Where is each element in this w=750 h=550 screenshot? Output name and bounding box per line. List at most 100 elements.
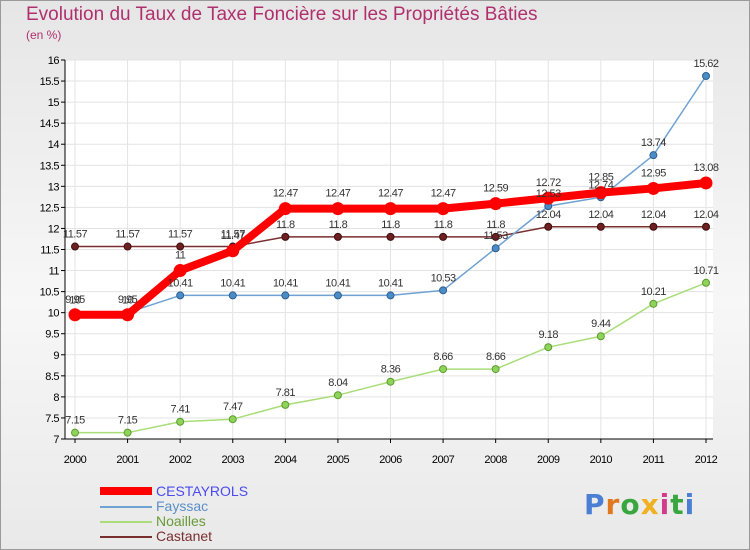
data-label-castanet-2001: 11.57 bbox=[115, 229, 140, 241]
data-label-cestayrols-2003: 11.47 bbox=[221, 230, 246, 242]
data-label-cestayrols-2004: 12.47 bbox=[273, 188, 298, 200]
data-label-fayssac-2006: 10.41 bbox=[378, 277, 403, 289]
x-tick-label-7: 2007 bbox=[432, 454, 455, 466]
data-label-castanet-2003: 11.57 bbox=[221, 229, 246, 241]
data-point-castanet-2010 bbox=[596, 222, 605, 231]
data-point-castanet-2006 bbox=[386, 232, 395, 241]
data-label-castanet-2009: 12.04 bbox=[536, 209, 561, 221]
y-tick-label-4: 9 bbox=[53, 350, 59, 362]
y-tick-label-18: 16 bbox=[48, 55, 60, 67]
data-label-noailles-2002: 7.41 bbox=[170, 404, 190, 416]
x-tick-label-11: 2011 bbox=[643, 454, 665, 466]
data-label-castanet-2008: 11.8 bbox=[486, 219, 505, 231]
data-point-cestayrols-2000 bbox=[68, 308, 82, 322]
legend-swatch-fayssac bbox=[100, 506, 152, 508]
logo-letter-6: i bbox=[684, 488, 696, 521]
data-point-fayssac-2004 bbox=[281, 291, 290, 300]
data-point-castanet-2011 bbox=[649, 222, 658, 231]
logo-letter-5: t bbox=[670, 488, 685, 521]
x-tick-label-2: 2002 bbox=[169, 454, 192, 466]
data-label-castanet-2011: 12.04 bbox=[641, 209, 666, 221]
data-label-noailles-2011: 10.21 bbox=[641, 286, 666, 298]
data-label-castanet-2012: 12.04 bbox=[693, 209, 718, 221]
data-label-cestayrols-2000: 9.95 bbox=[65, 294, 85, 306]
data-label-cestayrols-2009: 12.72 bbox=[536, 177, 561, 189]
data-point-cestayrols-2003 bbox=[226, 244, 240, 258]
y-tick-label-3: 8.5 bbox=[45, 371, 59, 383]
data-label-noailles-2001: 7.15 bbox=[118, 415, 138, 427]
logo-letter-1: r bbox=[605, 488, 621, 521]
y-tick-label-16: 15 bbox=[48, 97, 60, 109]
data-label-cestayrols-2012: 13.08 bbox=[693, 162, 718, 174]
data-label-fayssac-2008: 11.53 bbox=[484, 230, 509, 242]
data-point-noailles-2000 bbox=[71, 428, 79, 437]
data-point-fayssac-2006 bbox=[386, 291, 395, 300]
data-label-fayssac-2009: 12.53 bbox=[536, 188, 561, 200]
data-label-cestayrols-2007: 12.47 bbox=[431, 188, 456, 200]
y-tick-label-5: 9.5 bbox=[45, 329, 59, 341]
data-label-fayssac-2011: 13.74 bbox=[641, 137, 666, 149]
data-point-fayssac-2012 bbox=[702, 72, 710, 81]
x-tick-label-12: 2012 bbox=[695, 454, 718, 466]
data-label-cestayrols-2011: 12.95 bbox=[641, 167, 666, 179]
data-label-fayssac-2012: 15.62 bbox=[693, 58, 718, 70]
data-label-castanet-2002: 11.57 bbox=[168, 229, 193, 241]
data-label-noailles-2010: 9.44 bbox=[591, 318, 611, 330]
data-point-cestayrols-2009 bbox=[541, 191, 555, 205]
y-tick-label-0: 7 bbox=[53, 434, 59, 446]
chart-title: Evolution du Taux de Taxe Foncière sur l… bbox=[26, 4, 538, 25]
y-tick-label-7: 10.5 bbox=[40, 287, 60, 299]
data-point-castanet-2005 bbox=[333, 232, 342, 241]
x-tick-label-8: 2008 bbox=[484, 454, 507, 466]
data-point-noailles-2003 bbox=[228, 415, 237, 424]
legend-swatch-noailles bbox=[100, 521, 152, 523]
data-point-noailles-2005 bbox=[333, 391, 342, 400]
y-tick-label-14: 14 bbox=[48, 139, 60, 151]
data-point-fayssac-2003 bbox=[228, 291, 237, 300]
chart-subtitle: (en %) bbox=[26, 28, 62, 42]
legend-label-noailles: Noailles bbox=[156, 513, 206, 529]
data-label-castanet-2010: 12.04 bbox=[588, 209, 613, 221]
data-label-castanet-2004: 11.8 bbox=[276, 219, 295, 231]
y-tick-label-8: 11 bbox=[49, 266, 60, 278]
data-point-castanet-2002 bbox=[176, 242, 185, 251]
x-tick-label-10: 2010 bbox=[590, 454, 613, 466]
data-point-cestayrols-2005 bbox=[331, 202, 345, 216]
data-label-fayssac-2002: 10.41 bbox=[168, 277, 193, 289]
proxiti-logo: Proxiti bbox=[584, 488, 695, 521]
data-point-cestayrols-2004 bbox=[278, 202, 292, 216]
data-point-fayssac-2008 bbox=[491, 244, 500, 253]
legend-label-cestayrols: CESTAYROLS bbox=[156, 483, 249, 499]
data-label-cestayrols-2005: 12.47 bbox=[325, 188, 350, 200]
data-label-noailles-2005: 8.04 bbox=[328, 377, 348, 389]
data-point-noailles-2010 bbox=[596, 332, 605, 341]
data-label-noailles-2008: 8.66 bbox=[486, 351, 506, 363]
data-point-noailles-2008 bbox=[491, 365, 500, 374]
x-tick-label-4: 2004 bbox=[274, 454, 297, 466]
data-label-castanet-2006: 11.8 bbox=[381, 219, 400, 231]
data-label-noailles-2009: 9.18 bbox=[539, 329, 559, 341]
data-label-castanet-2005: 11.8 bbox=[329, 219, 348, 231]
data-point-noailles-2004 bbox=[281, 400, 290, 409]
data-label-fayssac-2007: 10.53 bbox=[431, 272, 456, 284]
data-point-noailles-2006 bbox=[386, 377, 395, 386]
x-tick-label-3: 2003 bbox=[222, 454, 245, 466]
y-tick-label-2: 8 bbox=[53, 392, 59, 404]
logo-letter-4: i bbox=[659, 488, 671, 521]
data-point-castanet-2007 bbox=[439, 232, 448, 241]
data-label-cestayrols-2010: 12.85 bbox=[588, 172, 613, 184]
y-tick-label-1: 7.5 bbox=[45, 413, 59, 425]
data-label-fayssac-2000: 10 bbox=[69, 295, 81, 307]
data-point-cestayrols-2001 bbox=[121, 308, 135, 322]
data-point-cestayrols-2011 bbox=[646, 181, 660, 195]
data-point-castanet-2009 bbox=[544, 222, 553, 231]
data-point-noailles-2012 bbox=[702, 278, 710, 287]
y-tick-label-17: 15.5 bbox=[40, 76, 60, 88]
data-label-noailles-2007: 8.66 bbox=[433, 351, 453, 363]
legend-label-fayssac: Fayssac bbox=[156, 498, 209, 514]
data-point-fayssac-2002 bbox=[176, 291, 185, 300]
data-label-noailles-2012: 10.71 bbox=[693, 265, 718, 277]
logo-letter-3: x bbox=[640, 488, 660, 521]
data-point-noailles-2009 bbox=[544, 343, 553, 352]
